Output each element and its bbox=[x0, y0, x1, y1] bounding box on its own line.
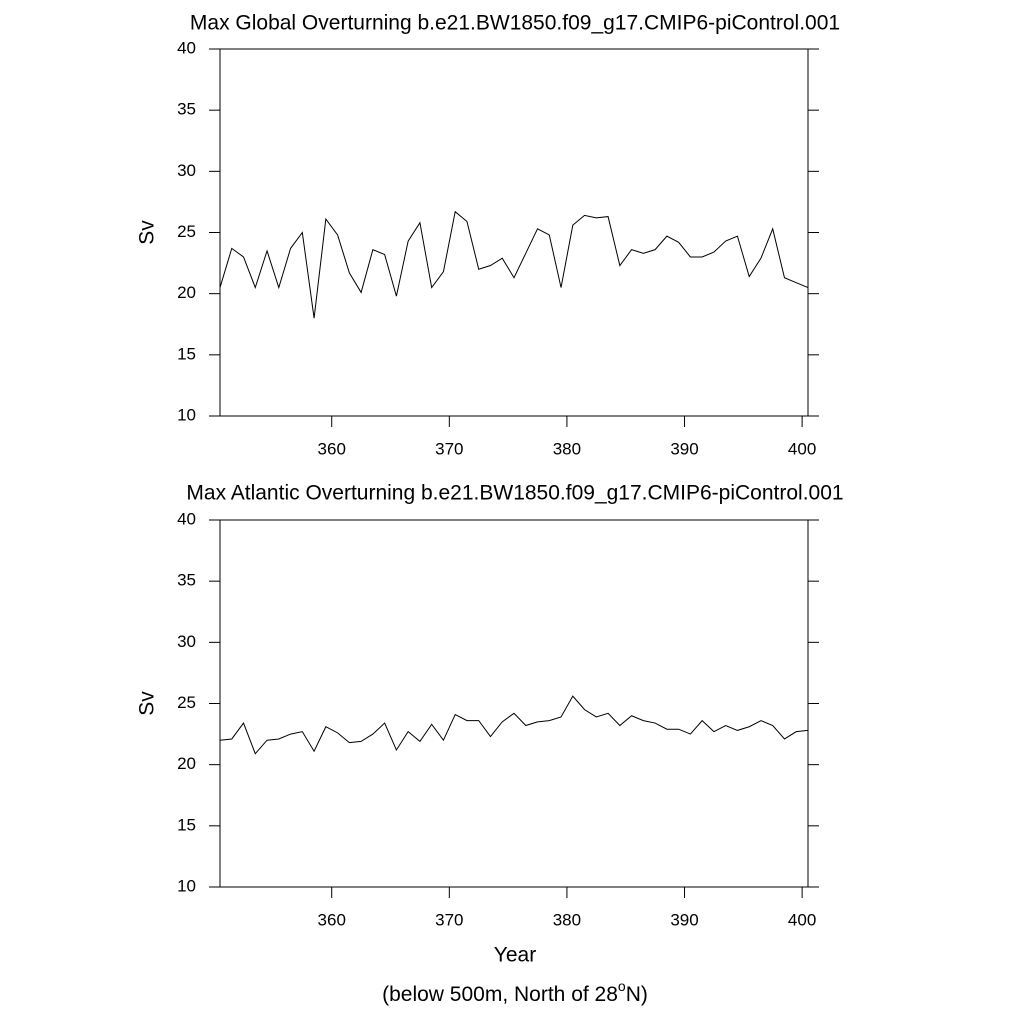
y-tick-label: 10 bbox=[177, 405, 196, 424]
x-tick-label: 360 bbox=[318, 439, 346, 458]
x-tick-label: 390 bbox=[670, 910, 698, 929]
plot-frame bbox=[219, 519, 809, 888]
y-tick-label: 40 bbox=[177, 509, 196, 528]
y-tick-label: 35 bbox=[177, 100, 196, 119]
annotation-suffix: N) bbox=[626, 983, 648, 1006]
x-tick-label: 400 bbox=[788, 910, 816, 929]
y-tick-label: 20 bbox=[177, 283, 196, 302]
chart-title: Max Global Overturning b.e21.BW1850.f09_… bbox=[190, 12, 840, 35]
y-tick-label: 35 bbox=[177, 571, 196, 590]
x-tick-label: 380 bbox=[553, 910, 581, 929]
y-tick-label: 30 bbox=[177, 161, 196, 180]
series-line bbox=[219, 210, 809, 319]
annotation-superscript: o bbox=[618, 978, 626, 994]
annotation: (below 500m, North of 28oN) bbox=[382, 978, 648, 1006]
y-tick-label: 10 bbox=[177, 876, 196, 895]
y-tick-label: 20 bbox=[177, 754, 196, 773]
series-line bbox=[219, 695, 809, 755]
y-tick-label: 25 bbox=[177, 693, 196, 712]
chart-title: Max Atlantic Overturning b.e21.BW1850.f0… bbox=[186, 482, 843, 505]
plot-frame bbox=[219, 48, 809, 417]
y-tick-label: 15 bbox=[177, 344, 196, 363]
y-tick-label: 30 bbox=[177, 632, 196, 651]
y-axis-label: Sv bbox=[136, 220, 159, 245]
x-tick-label: 370 bbox=[435, 439, 463, 458]
annotation-text: (below 500m, North of 28 bbox=[382, 983, 618, 1006]
x-tick-label: 400 bbox=[788, 439, 816, 458]
y-axis-label: Sv bbox=[136, 691, 159, 716]
x-tick-label: 370 bbox=[435, 910, 463, 929]
y-tick-label: 40 bbox=[177, 38, 196, 57]
y-tick-label: 25 bbox=[177, 222, 196, 241]
x-tick-label: 390 bbox=[670, 439, 698, 458]
x-axis-label: Year bbox=[494, 944, 536, 967]
y-tick-label: 15 bbox=[177, 815, 196, 834]
x-tick-label: 380 bbox=[553, 439, 581, 458]
x-tick-label: 360 bbox=[318, 910, 346, 929]
